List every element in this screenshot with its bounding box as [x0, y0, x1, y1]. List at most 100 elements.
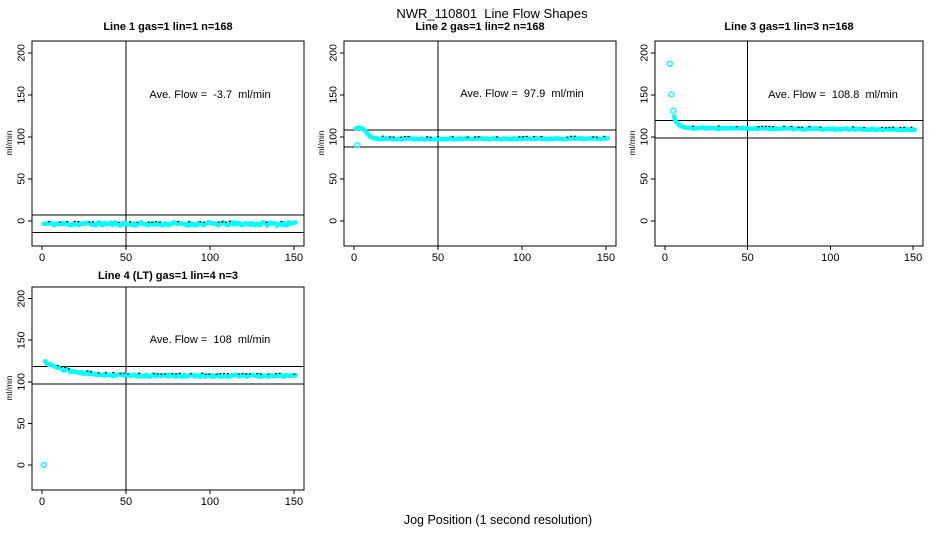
- band-speck: [595, 136, 598, 138]
- panel-3-y-axis-label: ml/min: [627, 130, 637, 156]
- band-speck: [223, 372, 226, 375]
- band-speck: [403, 135, 406, 138]
- band-speck: [64, 366, 67, 369]
- band-speck: [260, 373, 263, 375]
- band-speck: [200, 372, 203, 374]
- band-speck: [147, 221, 150, 224]
- panel-2-y-axis-label: ml/min: [316, 130, 326, 156]
- chart-title: NWR_110801 Line Flow Shapes: [396, 6, 588, 21]
- band-speck: [237, 373, 240, 375]
- band-speck: [129, 221, 132, 223]
- band-speck: [764, 125, 767, 127]
- band-speck: [892, 126, 895, 128]
- x-tick-label: 50: [120, 252, 132, 264]
- band-speck: [119, 373, 122, 375]
- x-tick-label: 150: [597, 252, 615, 264]
- y-tick-label: 50: [328, 173, 340, 185]
- data-point: [605, 136, 610, 141]
- data-point: [912, 127, 918, 133]
- panel-1-ave-flow-annotation: Ave. Flow = -3.7 ml/min: [149, 89, 271, 101]
- x-tick-label: 100: [821, 252, 839, 264]
- band-speck: [903, 126, 906, 128]
- y-tick-label: 200: [16, 290, 28, 308]
- band-speck: [228, 220, 231, 223]
- band-speck: [267, 373, 270, 375]
- band-speck: [451, 136, 454, 138]
- band-speck: [154, 221, 157, 223]
- band-speck: [123, 372, 126, 374]
- band-speck: [163, 373, 166, 375]
- band-speck: [47, 221, 50, 223]
- data-point: [293, 220, 298, 225]
- band-speck: [407, 136, 410, 138]
- panel-1-y-axis-label: ml/min: [4, 130, 14, 156]
- band-speck: [221, 221, 224, 223]
- y-tick-label: 50: [16, 417, 28, 429]
- band-speck: [761, 125, 764, 128]
- panel-3-ave-flow-annotation: Ave. Flow = 108.8 ml/min: [768, 89, 898, 101]
- band-speck: [104, 372, 107, 374]
- band-speck: [56, 365, 59, 367]
- band-speck: [225, 221, 228, 223]
- x-tick-label: 100: [513, 252, 531, 264]
- band-speck: [136, 221, 139, 223]
- x-tick-label: 0: [39, 252, 45, 264]
- band-speck: [717, 125, 720, 127]
- band-speck: [88, 221, 91, 223]
- band-speck: [566, 136, 569, 138]
- outlier-data-point: [669, 107, 677, 114]
- y-tick-label: 0: [328, 218, 340, 224]
- band-speck: [217, 221, 220, 223]
- x-tick-label: 100: [201, 252, 219, 264]
- band-speck: [67, 368, 70, 370]
- band-speck: [783, 125, 786, 127]
- y-tick-label: 200: [16, 44, 28, 62]
- band-speck: [389, 136, 392, 138]
- band-speck: [473, 136, 476, 138]
- band-speck: [189, 373, 192, 375]
- band-speck: [171, 373, 174, 375]
- band-speck: [540, 135, 543, 138]
- band-speck: [521, 136, 524, 138]
- x-tick-label: 150: [285, 496, 303, 508]
- band-speck: [768, 125, 771, 128]
- band-speck: [204, 373, 207, 375]
- y-tick-label: 150: [639, 86, 651, 104]
- band-speck: [429, 136, 432, 138]
- band-speck: [466, 136, 469, 138]
- plot-box: [31, 40, 305, 247]
- band-speck: [245, 373, 248, 375]
- outlier-data-point: [354, 141, 361, 149]
- band-speck: [127, 373, 130, 375]
- x-tick-label: 0: [351, 252, 357, 264]
- y-tick-label: 100: [16, 373, 28, 391]
- band-speck: [790, 125, 793, 128]
- panel-4-y-axis-label: ml/min: [4, 375, 14, 401]
- x-tick-label: 0: [662, 252, 668, 264]
- y-tick-label: 100: [16, 128, 28, 146]
- band-speck: [819, 126, 822, 128]
- band-speck: [899, 126, 902, 129]
- panel-3-title: Line 3 gas=1 lin=3 n=168: [724, 21, 854, 33]
- x-tick-label: 50: [120, 496, 132, 508]
- plot-box: [343, 40, 617, 247]
- band-speck: [160, 373, 163, 375]
- band-speck: [215, 373, 218, 375]
- y-tick-label: 150: [16, 86, 28, 104]
- x-tick-label: 100: [201, 496, 219, 508]
- band-speck: [477, 136, 480, 138]
- y-tick-label: 200: [639, 44, 651, 62]
- band-speck: [58, 221, 61, 223]
- outlier-data-point: [668, 91, 675, 98]
- band-speck: [175, 373, 178, 375]
- band-speck: [112, 371, 115, 374]
- band-speck: [400, 136, 403, 138]
- band-speck: [265, 221, 268, 223]
- band-speck: [199, 221, 202, 223]
- band-speck: [888, 126, 891, 129]
- plot-box: [31, 286, 305, 491]
- panel-2-title: Line 2 gas=1 lin=2 n=168: [415, 21, 545, 33]
- band-speck: [573, 135, 576, 137]
